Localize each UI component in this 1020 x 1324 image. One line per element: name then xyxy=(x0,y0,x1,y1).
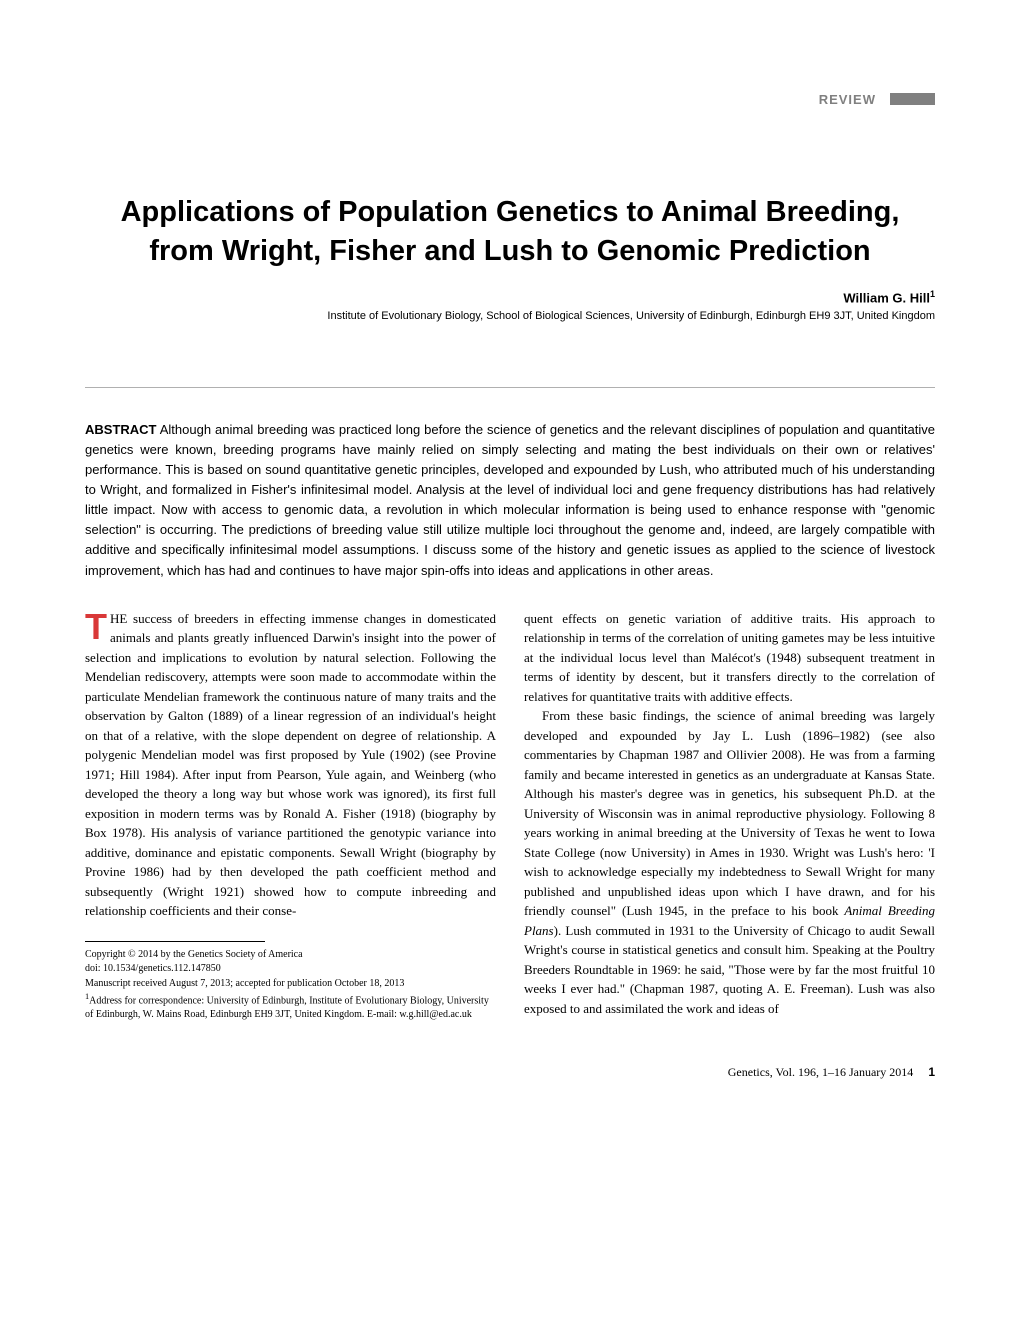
body-para-1: THE success of breeders in effecting imm… xyxy=(85,609,496,921)
footnote-doi: doi: 10.1534/genetics.112.147850 xyxy=(85,962,496,976)
abstract-label: ABSTRACT xyxy=(85,422,157,437)
dropcap: T xyxy=(85,609,110,643)
footnote-manuscript: Manuscript received August 7, 2013; acce… xyxy=(85,977,496,991)
body-columns: THE success of breeders in effecting imm… xyxy=(85,609,935,1023)
footer-citation: Genetics, Vol. 196, 1–16 January 2014 xyxy=(728,1065,914,1079)
body-p1-text: success of breeders in effecting immense… xyxy=(85,611,496,919)
body-p3-part1: From these basic findings, the science o… xyxy=(524,708,935,918)
column-right: quent effects on genetic variation of ad… xyxy=(524,609,935,1023)
article-title: Applications of Population Genetics to A… xyxy=(85,193,935,271)
abstract-block: ABSTRACT Although animal breeding was pr… xyxy=(85,420,935,581)
review-bar-decoration xyxy=(890,93,935,105)
column-left: THE success of breeders in effecting imm… xyxy=(85,609,496,1023)
footnote-address-text: Address for correspondence: University o… xyxy=(85,996,489,1021)
footnote-divider xyxy=(85,941,265,942)
footnote-address: 1Address for correspondence: University … xyxy=(85,991,496,1021)
footnote-copyright: Copyright © 2014 by the Genetics Society… xyxy=(85,948,496,962)
abstract-text: Although animal breeding was practiced l… xyxy=(85,422,935,578)
review-label: REVIEW xyxy=(819,92,876,107)
author-name: William G. Hill1 xyxy=(85,289,935,305)
author-name-text: William G. Hill xyxy=(843,291,930,306)
section-divider-top xyxy=(85,387,935,388)
body-para-2: quent effects on genetic variation of ad… xyxy=(524,609,935,707)
footnotes-block: Copyright © 2014 by the Genetics Society… xyxy=(85,948,496,1022)
footer-page-number: 1 xyxy=(928,1065,935,1079)
page-footer: Genetics, Vol. 196, 1–16 January 2014 1 xyxy=(85,1065,935,1080)
body-p3-part2: ). Lush commuted in 1931 to the Universi… xyxy=(524,923,935,1016)
review-header: REVIEW xyxy=(85,90,935,108)
author-affiliation: Institute of Evolutionary Biology, Schoo… xyxy=(85,310,935,322)
body-para-3: From these basic findings, the science o… xyxy=(524,706,935,1018)
author-sup: 1 xyxy=(930,289,935,299)
first-word-rest: HE xyxy=(110,611,127,626)
